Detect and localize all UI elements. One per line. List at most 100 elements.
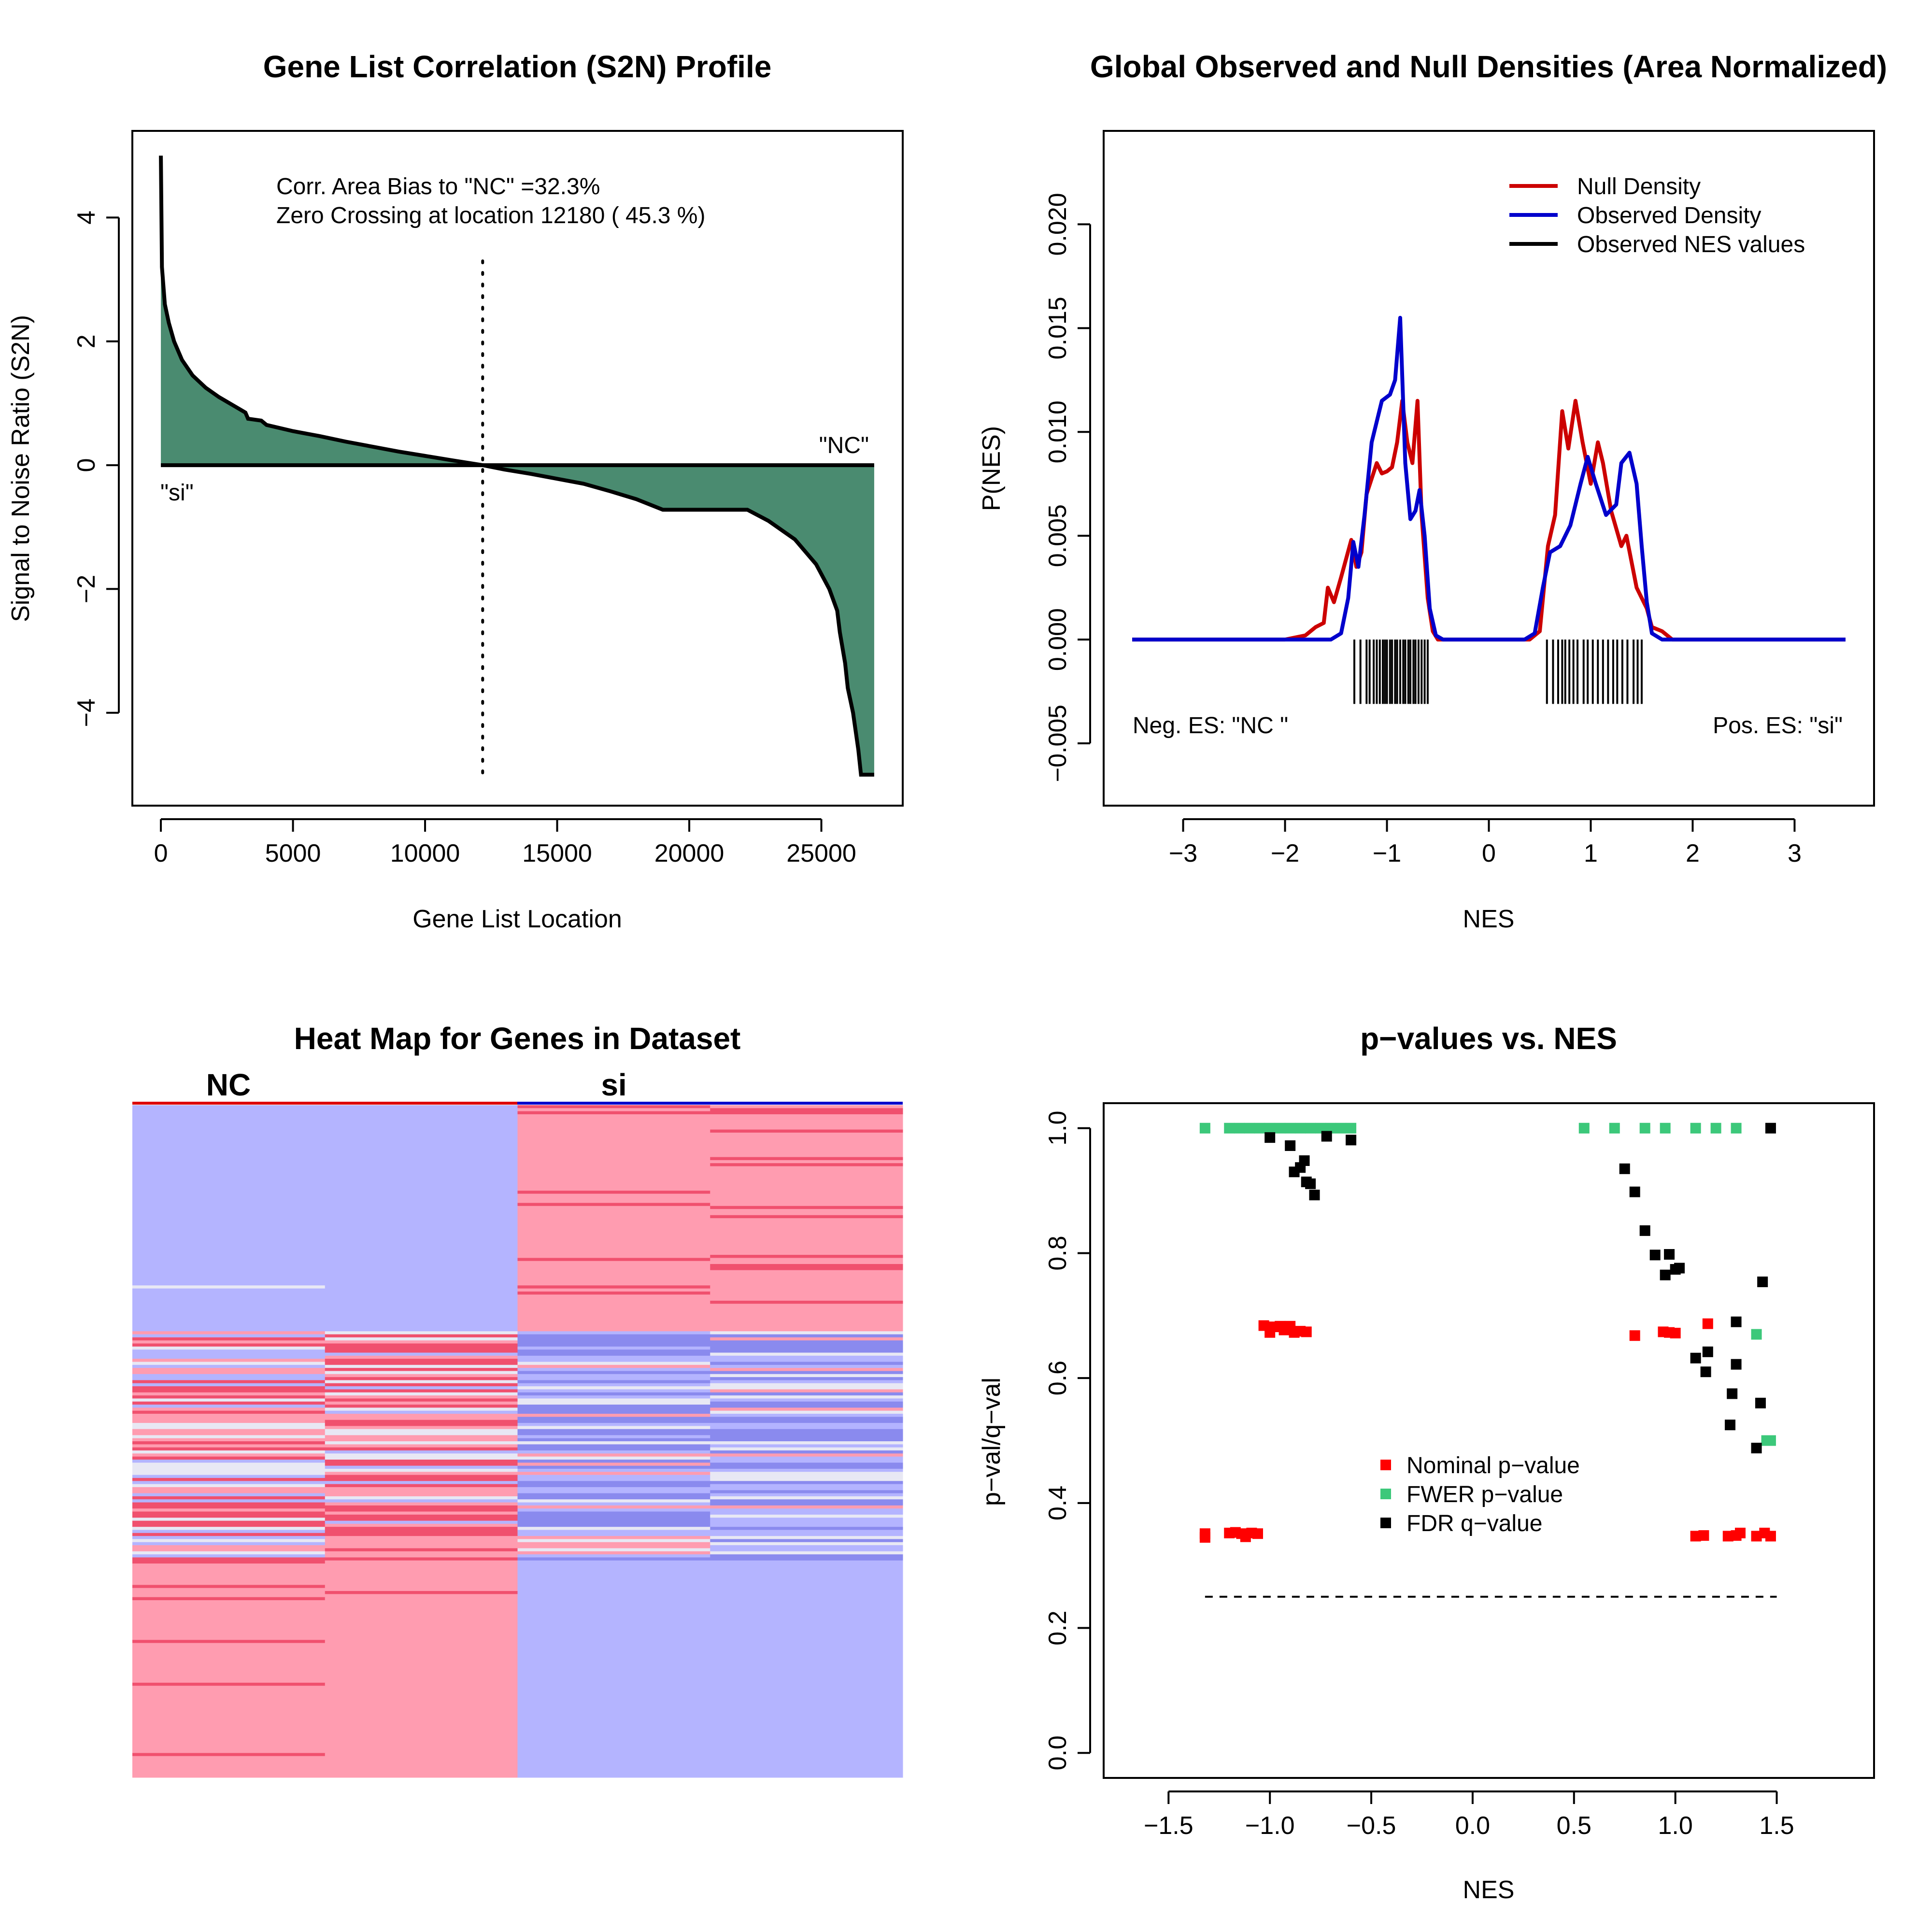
heatmap-cell	[517, 1386, 710, 1390]
heatmap-cell	[710, 1771, 903, 1775]
heatmap-cell	[710, 1187, 903, 1191]
heatmap-cell	[325, 1420, 518, 1423]
pvalue-y-tick-label: 0.0	[1044, 1735, 1072, 1770]
heatmap-cell	[325, 1670, 518, 1674]
heatmap-cell	[325, 1187, 518, 1191]
heatmap-cell	[325, 1148, 518, 1151]
heatmap-cell	[710, 1627, 903, 1631]
heatmap-cell	[517, 1291, 710, 1295]
heatmap-cell	[325, 1444, 518, 1448]
heatmap-cell	[710, 1765, 903, 1769]
heatmap-cell	[132, 1221, 326, 1225]
heatmap-cell	[517, 1741, 710, 1744]
legend-observed-label: Observed Density	[1577, 203, 1762, 228]
heatmap-cell	[325, 1438, 518, 1442]
heatmap-cell	[517, 1420, 710, 1423]
heatmap-cell	[710, 1655, 903, 1659]
fwer-pvalue-point	[1731, 1122, 1742, 1134]
heatmap-cell	[132, 1203, 326, 1207]
heatmap-cell	[132, 1206, 326, 1209]
heatmap-cell	[517, 1160, 710, 1164]
heatmap-cell	[132, 1511, 326, 1515]
heatmap-cell	[710, 1307, 903, 1310]
heatmap-cell	[710, 1459, 903, 1463]
heatmap-cell	[325, 1768, 518, 1772]
heatmap-cell	[132, 1136, 326, 1139]
heatmap-cell	[132, 1267, 326, 1271]
heatmap-cell	[710, 1209, 903, 1212]
heatmap-cell	[517, 1441, 710, 1445]
heatmap-cell	[710, 1316, 903, 1320]
heatmap-cell	[710, 1319, 903, 1322]
heatmap-cell	[710, 1520, 903, 1524]
s2n-y-tick-label: −2	[72, 575, 100, 603]
heatmap-cell	[517, 1484, 710, 1488]
fdr-qvalue-point	[1731, 1359, 1742, 1370]
heatmap-cell	[517, 1108, 710, 1112]
heatmap-cell	[710, 1588, 903, 1591]
heatmap-cell	[325, 1154, 518, 1158]
heatmap-cell	[517, 1618, 710, 1622]
heatmap-cell	[710, 1221, 903, 1225]
heatmap-cell	[132, 1371, 326, 1375]
heatmap-cell	[325, 1117, 518, 1121]
heatmap-cell	[325, 1288, 518, 1292]
heatmap-cell	[132, 1707, 326, 1711]
heatmap-cell	[132, 1689, 326, 1692]
heatmap-cell	[325, 1634, 518, 1637]
heatmap-cell	[710, 1527, 903, 1530]
heatmap-cell	[517, 1477, 710, 1481]
heatmap-cell	[132, 1307, 326, 1310]
heatmap-cell	[517, 1689, 710, 1692]
heatmap-cell	[710, 1120, 903, 1124]
heatmap-cell	[517, 1747, 710, 1750]
heatmap-cell	[517, 1221, 710, 1225]
heatmap-cell	[517, 1667, 710, 1671]
heatmap-cell	[132, 1456, 326, 1460]
heatmap-cell	[132, 1251, 326, 1255]
heatmap-cell	[517, 1218, 710, 1222]
heatmap-cell	[710, 1141, 903, 1145]
fdr-qvalue-point	[1727, 1388, 1738, 1399]
heatmap-cell	[710, 1282, 903, 1286]
heatmap-cell	[132, 1172, 326, 1176]
heatmap-cell	[517, 1105, 710, 1108]
heatmap-cell	[710, 1472, 903, 1476]
heatmap-cell	[517, 1636, 710, 1640]
heatmap-cell	[325, 1233, 518, 1237]
heatmap-cell	[325, 1551, 518, 1555]
heatmap-cell	[132, 1612, 326, 1616]
heatmap-cell	[710, 1267, 903, 1271]
heatmap-cell	[517, 1355, 710, 1359]
heatmap-cell	[517, 1261, 710, 1264]
heatmap-cell	[517, 1444, 710, 1448]
heatmap-cell	[325, 1417, 518, 1421]
heatmap-cell	[710, 1350, 903, 1353]
heatmap-cell	[325, 1759, 518, 1762]
heatmap-cell	[325, 1707, 518, 1711]
heatmap-cell	[710, 1172, 903, 1176]
heatmap-cell	[325, 1325, 518, 1329]
heatmap-cell	[710, 1362, 903, 1365]
heatmap-cell	[325, 1279, 518, 1283]
heatmap-cell	[132, 1463, 326, 1466]
heatmap-cell	[325, 1316, 518, 1320]
heatmap-cell	[710, 1643, 903, 1647]
fwer-pvalue-point	[1765, 1435, 1776, 1446]
heatmap-cell	[325, 1771, 518, 1775]
heatmap-cell	[517, 1676, 710, 1680]
heatmap-cell	[517, 1722, 710, 1726]
heatmap-cell	[132, 1649, 326, 1653]
heatmap-cell	[710, 1435, 903, 1439]
heatmap-cell	[710, 1184, 903, 1188]
heatmap-cell	[517, 1309, 710, 1313]
heatmap-cell	[517, 1267, 710, 1271]
heatmap-cell	[132, 1405, 326, 1408]
heatmap-cell	[325, 1126, 518, 1130]
heatmap-cell	[710, 1242, 903, 1246]
heatmap-cell	[132, 1450, 326, 1454]
heatmap-cell	[710, 1294, 903, 1298]
heatmap-cell	[710, 1585, 903, 1589]
heatmap-cell	[517, 1475, 710, 1478]
heatmap-cell	[710, 1536, 903, 1539]
